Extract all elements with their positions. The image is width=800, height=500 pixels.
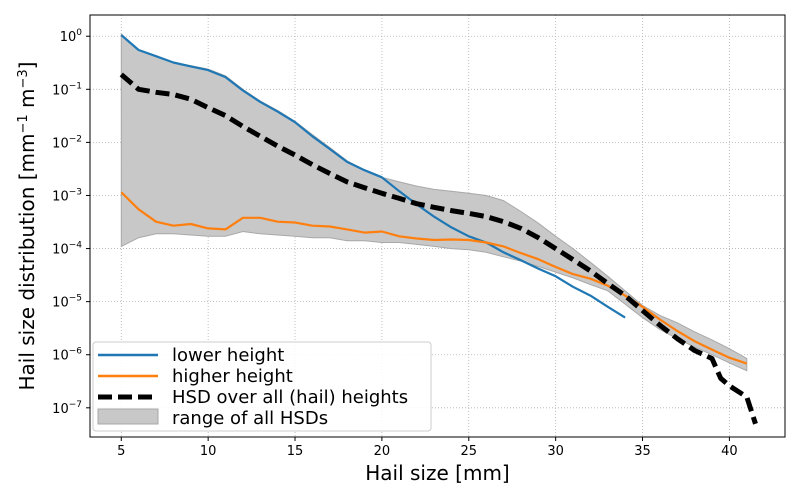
y-axis-title-end: ] <box>15 61 39 69</box>
y-tick-label: 10−6 <box>52 347 82 364</box>
y-tick-label: 10−7 <box>52 400 82 417</box>
y-axis-title: Hail size distribution [mm−1 m−3] <box>15 61 39 390</box>
y-tick-label: 10−5 <box>52 294 82 311</box>
legend: lower height higher height HSD over all … <box>92 341 432 432</box>
x-tick-label: 25 <box>461 444 478 459</box>
y-tick-label: 10−1 <box>52 81 82 98</box>
series-line-higher-height <box>120 191 748 365</box>
x-tick-label: 30 <box>547 444 564 459</box>
legend-label-lower-height: lower height <box>172 345 284 366</box>
y-axis-title-main: Hail size distribution [mm <box>15 133 39 390</box>
series-group <box>119 34 758 425</box>
x-axis: 5 10 15 20 25 30 35 40 <box>117 437 738 459</box>
x-axis-title: Hail size [mm] <box>365 461 509 485</box>
series-line-lower-height <box>120 34 626 319</box>
x-tick-label: 15 <box>287 444 304 459</box>
x-tick-label: 5 <box>117 444 125 459</box>
x-tick-label: 35 <box>634 444 651 459</box>
y-axis: 100 10−1 10−2 10−3 10−4 10−5 10−6 10−7 <box>52 28 90 417</box>
x-tick-label: 10 <box>200 444 217 459</box>
y-axis-title-mid: m <box>15 88 39 114</box>
y-tick-label: 10−2 <box>52 134 82 151</box>
y-axis-title-exponent-1: −1 <box>16 114 31 133</box>
legend-frame <box>92 341 432 432</box>
y-tick-label: 10−3 <box>52 187 82 204</box>
y-tick-label: 100 <box>60 28 83 45</box>
x-tick-label: 20 <box>374 444 391 459</box>
plot-area-frame <box>89 14 786 438</box>
y-axis-title-exponent-2: −3 <box>16 69 31 88</box>
y-tick-label: 10−4 <box>52 241 82 258</box>
legend-label-range: range of all HSDs <box>172 408 328 429</box>
legend-swatch-range <box>97 408 159 425</box>
series-line-hsd-over-all-hail-heights <box>119 72 758 425</box>
legend-label-higher-height: higher height <box>172 366 293 387</box>
x-tick-label: 40 <box>721 444 738 459</box>
legend-label-overall-hsd: HSD over all (hail) heights <box>172 387 408 408</box>
